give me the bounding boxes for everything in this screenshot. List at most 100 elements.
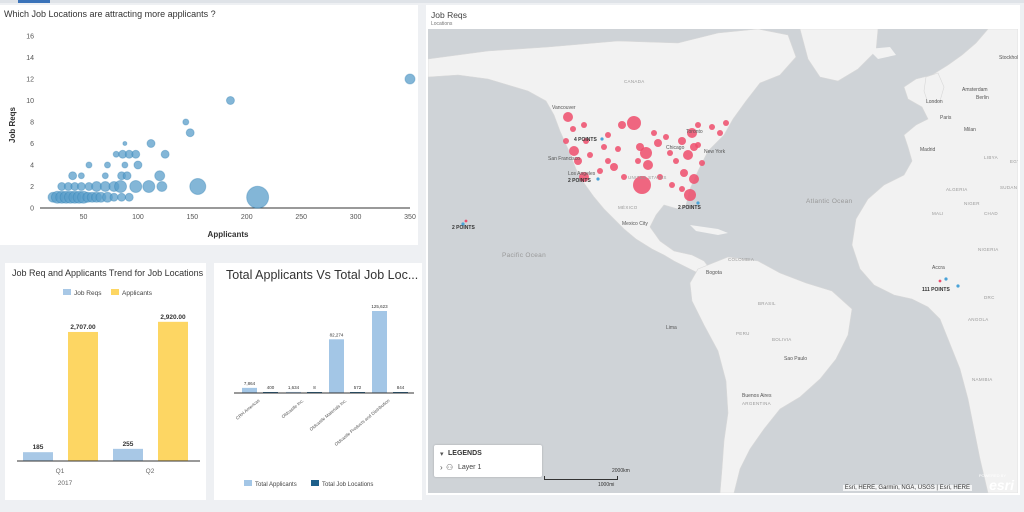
map-attribution[interactable]: Esri, HERE, Garmin, NGA, USGS | Esri, HE… bbox=[842, 485, 972, 491]
scatter-point[interactable] bbox=[133, 160, 143, 170]
map-cluster-label[interactable]: 111 POINTS bbox=[922, 287, 950, 293]
map-location-point[interactable] bbox=[699, 160, 705, 166]
map-location-point[interactable] bbox=[621, 174, 627, 180]
scatter-point[interactable] bbox=[156, 181, 168, 192]
scatter-point[interactable] bbox=[77, 172, 85, 180]
world-map[interactable]: 4 POINTS 2 POINTS 2 POINTS 2 POINTS 111 POIN… bbox=[428, 29, 1018, 493]
map-location-point[interactable] bbox=[684, 189, 696, 201]
active-tab-marker[interactable] bbox=[18, 0, 50, 3]
trend-legend-swatch[interactable] bbox=[111, 289, 119, 295]
scatter-point[interactable] bbox=[131, 149, 141, 159]
map-location-point[interactable] bbox=[610, 163, 618, 171]
map-location-point[interactable] bbox=[579, 172, 589, 182]
scatter-point[interactable] bbox=[124, 192, 134, 202]
map-location-point[interactable] bbox=[695, 142, 701, 148]
map-location-point[interactable] bbox=[654, 139, 662, 147]
legend-layer-label[interactable]: Layer 1 bbox=[458, 464, 482, 471]
map-location-point[interactable] bbox=[667, 150, 673, 156]
map-location-point[interactable] bbox=[581, 122, 587, 128]
legend-collapse-icon[interactable]: ▾ bbox=[440, 451, 444, 458]
map-cluster-marker[interactable] bbox=[696, 201, 700, 205]
map-location-point[interactable] bbox=[587, 152, 593, 158]
scatter-point[interactable] bbox=[225, 96, 235, 105]
map-location-point[interactable] bbox=[678, 137, 686, 145]
trend-legend-label[interactable]: Job Reqs bbox=[74, 290, 102, 297]
map-location-point[interactable] bbox=[695, 122, 701, 128]
totals-bar[interactable] bbox=[286, 391, 301, 393]
scatter-point[interactable] bbox=[182, 118, 190, 126]
map-canvas[interactable]: 4 POINTS 2 POINTS 2 POINTS 2 POINTS 111 POIN… bbox=[428, 29, 1018, 493]
map-location-point[interactable] bbox=[643, 160, 653, 170]
scatter-point[interactable] bbox=[189, 178, 207, 195]
map-location-point[interactable] bbox=[597, 168, 603, 174]
trend-bar[interactable] bbox=[113, 448, 143, 461]
scatter-point[interactable] bbox=[160, 149, 170, 159]
scatter-point[interactable] bbox=[154, 170, 166, 182]
map-location-point[interactable] bbox=[569, 146, 579, 156]
scatter-point[interactable] bbox=[114, 180, 128, 193]
map-location-point[interactable] bbox=[657, 174, 663, 180]
trend-legend-label[interactable]: Applicants bbox=[122, 290, 153, 297]
scatter-point[interactable] bbox=[103, 161, 111, 169]
map-cluster-marker[interactable] bbox=[600, 137, 604, 141]
trend-legend-swatch[interactable] bbox=[63, 289, 71, 295]
map-location-point[interactable] bbox=[717, 130, 723, 136]
totals-chart[interactable]: 7,864 400 CRH Americas 1,634 8 Oldcastle Inc.… bbox=[214, 263, 422, 500]
scatter-chart[interactable]: 0 2 4 6 8 10 12 14 16 50 100 150 200 250 300 350 Applica… bbox=[0, 5, 418, 245]
map-location-point[interactable] bbox=[680, 169, 688, 177]
scatter-point[interactable] bbox=[185, 128, 195, 138]
totals-legend-swatch[interactable] bbox=[311, 480, 319, 486]
map-cluster-marker[interactable] bbox=[956, 284, 960, 288]
map-location-point[interactable] bbox=[464, 219, 468, 223]
scatter-point[interactable] bbox=[76, 182, 86, 191]
map-cluster-marker[interactable] bbox=[944, 277, 948, 281]
map-location-point[interactable] bbox=[601, 144, 607, 150]
chevron-right-icon[interactable]: › bbox=[440, 463, 443, 472]
map-location-point[interactable] bbox=[574, 157, 582, 165]
map-location-point[interactable] bbox=[687, 128, 697, 138]
scatter-point[interactable] bbox=[121, 161, 129, 169]
map-location-point[interactable] bbox=[635, 158, 641, 164]
totals-legend-swatch[interactable] bbox=[244, 480, 252, 486]
trend-bar[interactable] bbox=[23, 452, 53, 461]
map-points-layer[interactable] bbox=[461, 112, 960, 288]
map-location-point[interactable] bbox=[723, 120, 729, 126]
map-location-point[interactable] bbox=[618, 121, 626, 129]
map-legend[interactable]: ▾ LEGENDS › ⚇ Layer 1 bbox=[434, 445, 542, 477]
map-location-point[interactable] bbox=[615, 146, 621, 152]
esri-logo[interactable]: esri bbox=[989, 477, 1014, 493]
totals-legend-label[interactable]: Total Job Locations bbox=[322, 482, 373, 488]
map-location-point[interactable] bbox=[633, 176, 651, 194]
map-cluster-marker[interactable] bbox=[461, 222, 465, 226]
map-cluster-label[interactable]: 2 POINTS bbox=[678, 205, 701, 211]
scatter-point[interactable] bbox=[85, 161, 93, 169]
scatter-point[interactable] bbox=[109, 192, 119, 202]
map-cluster-label[interactable]: 4 POINTS bbox=[574, 137, 597, 143]
trend-bar[interactable] bbox=[68, 331, 98, 461]
totals-bar[interactable] bbox=[329, 339, 344, 393]
map-location-point[interactable] bbox=[673, 158, 679, 164]
map-location-point[interactable] bbox=[709, 124, 715, 130]
map-location-point[interactable] bbox=[669, 182, 675, 188]
trend-bar[interactable] bbox=[158, 321, 188, 461]
scatter-point[interactable] bbox=[129, 180, 143, 193]
map-location-point[interactable] bbox=[583, 138, 589, 144]
map-location-point[interactable] bbox=[605, 158, 611, 164]
scatter-point[interactable] bbox=[122, 171, 132, 181]
scatter-point[interactable] bbox=[68, 171, 78, 181]
scatter-point[interactable] bbox=[246, 185, 270, 209]
map-location-point[interactable] bbox=[563, 138, 569, 144]
map-location-point[interactable] bbox=[570, 126, 576, 132]
map-location-point[interactable] bbox=[689, 174, 699, 184]
map-location-point[interactable] bbox=[683, 150, 693, 160]
scatter-point[interactable] bbox=[146, 139, 156, 148]
scatter-point[interactable] bbox=[101, 172, 109, 180]
scatter-point[interactable] bbox=[142, 180, 156, 193]
totals-legend-label[interactable]: Total Applicants bbox=[255, 482, 297, 488]
totals-bar[interactable] bbox=[372, 311, 387, 393]
map-cluster-label[interactable]: 2 POINTS bbox=[452, 225, 475, 231]
map-cluster-label[interactable]: 2 POINTS bbox=[568, 178, 591, 184]
map-location-point[interactable] bbox=[663, 134, 669, 140]
trend-chart[interactable]: Job Reqs Applicants 185 2,707.00 Q1 255 2,920.… bbox=[5, 263, 206, 500]
map-location-point[interactable] bbox=[938, 279, 942, 283]
